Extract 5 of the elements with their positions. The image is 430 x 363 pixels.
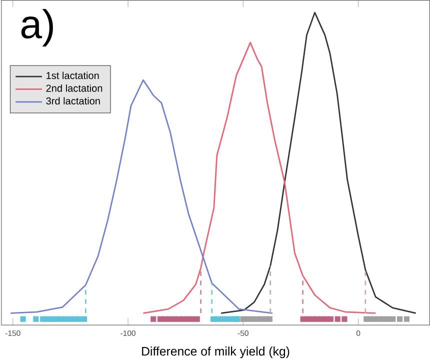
legend-label: 2nd lactation	[46, 84, 102, 92]
legend-label: 3rd lactation	[46, 97, 100, 104]
chart-title: a)	[21, 8, 53, 46]
legend-label: 1st lactation	[46, 72, 99, 79]
x-axis-title: Difference of milk yield (kg)	[142, 346, 290, 358]
